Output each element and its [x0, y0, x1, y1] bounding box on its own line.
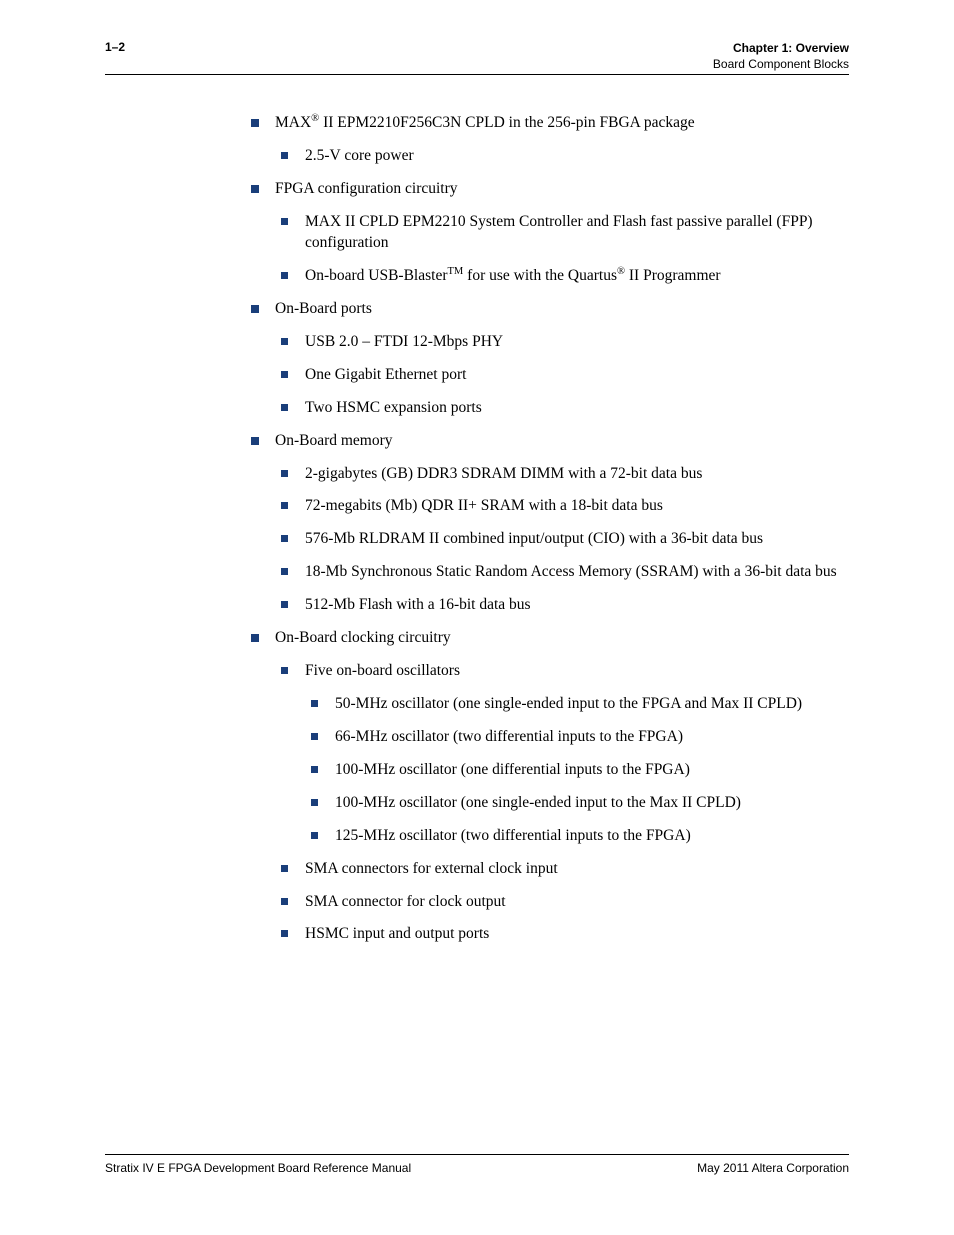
list-item-text: FPGA configuration circuitry: [275, 180, 458, 197]
bullet-list: MAX® II EPM2210F256C3N CPLD in the 256-p…: [245, 113, 849, 945]
list-item-text: Two HSMC expansion ports: [305, 399, 482, 416]
list-item: 100-MHz oscillator (one differential inp…: [305, 760, 849, 781]
list-item: SMA connectors for external clock input: [275, 859, 849, 880]
list-item-text: MAX II CPLD EPM2210 System Controller an…: [305, 213, 813, 251]
list-item-text: 576-Mb RLDRAM II combined input/output (…: [305, 530, 763, 547]
list-item-text: 72-megabits (Mb) QDR II+ SRAM with a 18-…: [305, 497, 663, 514]
list-item: 50-MHz oscillator (one single-ended inpu…: [305, 694, 849, 715]
list-item-text: 100-MHz oscillator (one differential inp…: [335, 761, 690, 778]
list-item-text: 18-Mb Synchronous Static Random Access M…: [305, 563, 837, 580]
list-item: On-Board clocking circuitry Five on-board…: [245, 628, 849, 945]
list-item: MAX® II EPM2210F256C3N CPLD in the 256-p…: [245, 113, 849, 167]
footer-right: May 2011 Altera Corporation: [697, 1161, 849, 1175]
bullet-list: 2.5-V core power: [275, 146, 849, 167]
list-item-text: 512-Mb Flash with a 16-bit data bus: [305, 596, 531, 613]
list-item-text: USB 2.0 – FTDI 12-Mbps PHY: [305, 333, 503, 350]
section-title: Board Component Blocks: [713, 56, 849, 72]
list-item: 66-MHz oscillator (two differential inpu…: [305, 727, 849, 748]
list-item: 18-Mb Synchronous Static Random Access M…: [275, 562, 849, 583]
list-item: On-board USB-BlasterTM for use with the …: [275, 266, 849, 287]
list-item-text: 2.5-V core power: [305, 147, 414, 164]
list-item-text: 2-gigabytes (GB) DDR3 SDRAM DIMM with a …: [305, 465, 702, 482]
list-item: USB 2.0 – FTDI 12-Mbps PHY: [275, 332, 849, 353]
list-item: 2-gigabytes (GB) DDR3 SDRAM DIMM with a …: [275, 464, 849, 485]
list-item-text: On-board USB-BlasterTM for use with the …: [305, 267, 721, 284]
page: 1–2 Chapter 1: Overview Board Component …: [0, 0, 954, 1235]
list-item-text: HSMC input and output ports: [305, 925, 489, 942]
bullet-list: MAX II CPLD EPM2210 System Controller an…: [275, 212, 849, 287]
list-item-text: 125-MHz oscillator (two differential inp…: [335, 827, 691, 844]
list-item-text: On-Board clocking circuitry: [275, 629, 451, 646]
bullet-list: 2-gigabytes (GB) DDR3 SDRAM DIMM with a …: [275, 464, 849, 617]
list-item: 72-megabits (Mb) QDR II+ SRAM with a 18-…: [275, 496, 849, 517]
list-item: One Gigabit Ethernet port: [275, 365, 849, 386]
list-item-text: 50-MHz oscillator (one single-ended inpu…: [335, 695, 802, 712]
list-item: Two HSMC expansion ports: [275, 398, 849, 419]
list-item-text: 100-MHz oscillator (one single-ended inp…: [335, 794, 741, 811]
list-item: 512-Mb Flash with a 16-bit data bus: [275, 595, 849, 616]
list-item-text: MAX® II EPM2210F256C3N CPLD in the 256-p…: [275, 114, 695, 131]
footer-left: Stratix IV E FPGA Development Board Refe…: [105, 1161, 411, 1175]
chapter-title: Chapter 1: Overview: [713, 40, 849, 56]
list-item: On-Board memory 2-gigabytes (GB) DDR3 SDR…: [245, 431, 849, 617]
list-item: SMA connector for clock output: [275, 892, 849, 913]
list-item-text: One Gigabit Ethernet port: [305, 366, 466, 383]
list-item-text: SMA connector for clock output: [305, 893, 506, 910]
list-item-text: On-Board memory: [275, 432, 393, 449]
body-content: MAX® II EPM2210F256C3N CPLD in the 256-p…: [105, 113, 849, 945]
list-item-text: 66-MHz oscillator (two differential inpu…: [335, 728, 683, 745]
list-item-text: Five on-board oscillators: [305, 662, 460, 679]
list-item: MAX II CPLD EPM2210 System Controller an…: [275, 212, 849, 254]
bullet-list: 50-MHz oscillator (one single-ended inpu…: [305, 694, 849, 847]
list-item-text: SMA connectors for external clock input: [305, 860, 558, 877]
list-item: FPGA configuration circuitry MAX II CPLD …: [245, 179, 849, 287]
bullet-list: Five on-board oscillators 50-MHz oscillat…: [275, 661, 849, 945]
bullet-list: USB 2.0 – FTDI 12-Mbps PHY One Gigabit Et…: [275, 332, 849, 419]
list-item: 2.5-V core power: [275, 146, 849, 167]
list-item: 100-MHz oscillator (one single-ended inp…: [305, 793, 849, 814]
list-item: 576-Mb RLDRAM II combined input/output (…: [275, 529, 849, 550]
list-item: On-Board ports USB 2.0 – FTDI 12-Mbps PHY…: [245, 299, 849, 419]
list-item: Five on-board oscillators 50-MHz oscillat…: [275, 661, 849, 847]
list-item: HSMC input and output ports: [275, 924, 849, 945]
header-right: Chapter 1: Overview Board Component Bloc…: [713, 40, 849, 72]
list-item-text: On-Board ports: [275, 300, 372, 317]
page-number: 1–2: [105, 40, 125, 54]
page-footer: Stratix IV E FPGA Development Board Refe…: [105, 1154, 849, 1175]
list-item: 125-MHz oscillator (two differential inp…: [305, 826, 849, 847]
page-header: 1–2 Chapter 1: Overview Board Component …: [105, 40, 849, 75]
